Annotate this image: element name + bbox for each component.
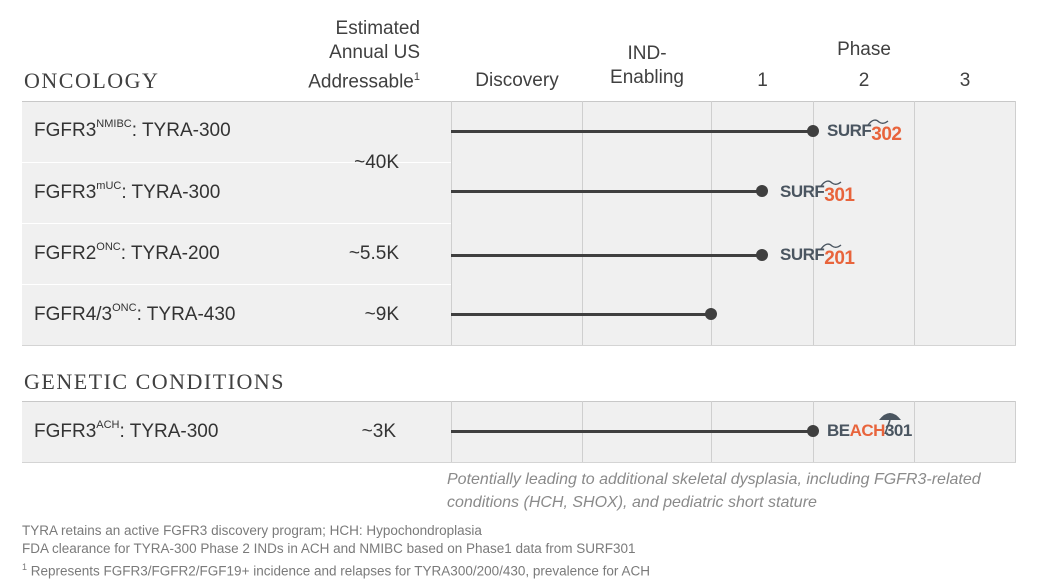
row-label-rest: : TYRA-300 <box>131 120 231 141</box>
row-separator <box>22 284 451 285</box>
row-label-base: FGFR3 <box>34 182 97 203</box>
wave-icon <box>820 243 842 250</box>
header-market-sup: 1 <box>413 71 420 83</box>
trial-logo-prefix: BE <box>827 421 850 440</box>
footnote-fda-clearance: FDA clearance for TYRA-300 Phase 2 INDs … <box>22 541 636 556</box>
row-label-fgfr3-muc: FGFR3mUC: TYRA-300 <box>34 180 221 204</box>
progress-end-dot-fgfr2 <box>756 249 768 261</box>
progress-end-dot-muc <box>756 185 768 197</box>
row-separator <box>22 162 451 163</box>
progress-end-dot-ach <box>807 425 819 437</box>
header-ind: IND- Enabling <box>583 42 711 90</box>
row-label-sup: ONC <box>96 241 121 253</box>
wave-icon <box>867 119 889 126</box>
market-size-tyra300-onc: ~40K <box>354 152 399 173</box>
footnote-marker: 1 <box>22 562 28 572</box>
row-label-base: FGFR2 <box>34 243 97 264</box>
trial-logo-beach301: BEACH301 <box>827 413 912 441</box>
header-ind-line2: Enabling <box>610 67 684 88</box>
genetic-band-bottom <box>22 462 1016 463</box>
progress-bar-fgfr2 <box>451 254 762 257</box>
header-phase-3: 3 <box>959 70 971 91</box>
header-ind-line1: IND- <box>627 43 667 64</box>
row-label-fgfr43-onc: FGFR4/3ONC: TYRA-430 <box>34 302 236 326</box>
column-divider <box>1015 401 1016 462</box>
header-market-line3-wrap: Addressable1 <box>250 65 420 94</box>
wave-icon <box>820 180 842 187</box>
trial-logo-prefix: SURF <box>780 245 825 264</box>
row-label-rest: : TYRA-200 <box>120 243 220 264</box>
trial-logo-middle: ACH <box>849 421 886 440</box>
umbrella-icon <box>879 413 901 434</box>
row-label-sup: ACH <box>96 419 120 431</box>
column-divider <box>1015 101 1016 345</box>
progress-end-dot-nmibc <box>807 125 819 137</box>
trial-logo-surf201: SURF201 <box>780 243 855 269</box>
column-divider <box>711 101 712 345</box>
header-market: Estimated Annual US Addressable1 <box>250 17 420 94</box>
market-size-ach: ~3K <box>361 421 396 442</box>
row-label-base: FGFR4/3 <box>34 304 113 325</box>
column-divider <box>914 401 915 462</box>
row-label-sup: NMIBC <box>96 118 132 130</box>
row-label-rest: : TYRA-430 <box>136 304 236 325</box>
header-phase: Phase <box>837 39 891 60</box>
row-label-rest: : TYRA-300 <box>121 182 221 203</box>
column-divider <box>451 101 452 345</box>
column-divider <box>813 101 814 345</box>
header-phase-2: 2 <box>858 70 870 91</box>
header-discovery: Discovery <box>475 70 559 91</box>
market-size-tyra430: ~9K <box>364 304 399 325</box>
trial-logo-number: 301 <box>884 421 912 440</box>
trial-logo-number: 302 <box>871 124 902 145</box>
trial-logo-number: 201 <box>824 248 855 269</box>
footnote-market-text: Represents FGFR3/FGFR2/FGF19+ incidence … <box>27 563 650 579</box>
progress-bar-nmibc <box>451 130 813 133</box>
row-label-fgfr3-nmibc: FGFR3NMIBC: TYRA-300 <box>34 118 231 142</box>
header-market-line3: Addressable <box>308 71 414 93</box>
row-separator <box>22 223 451 224</box>
row-label-sup: ONC <box>112 302 137 314</box>
header-market-line1: Estimated <box>335 18 420 39</box>
trial-logo-number: 301 <box>824 185 855 206</box>
row-label-fgfr2-onc: FGFR2ONC: TYRA-200 <box>34 241 220 265</box>
header-phase-1: 1 <box>757 70 768 91</box>
section-title-genetic-conditions: GENETIC CONDITIONS <box>24 369 286 394</box>
row-label-base: FGFR3 <box>34 120 97 141</box>
trial-logo-prefix: SURF <box>780 182 825 201</box>
column-divider <box>582 101 583 345</box>
row-label-rest: : TYRA-300 <box>119 421 219 442</box>
progress-bar-fgfr43 <box>451 313 711 316</box>
progress-end-dot-fgfr43 <box>705 308 717 320</box>
footnote-market-definition: 1 Represents FGFR3/FGFR2/FGF19+ incidenc… <box>22 558 650 581</box>
header-market-line2: Annual US <box>329 42 420 63</box>
section-title-oncology: ONCOLOGY <box>24 68 160 93</box>
row-label-base: FGFR3 <box>34 421 97 442</box>
progress-bar-muc <box>451 190 762 193</box>
skeletal-dysplasia-note: Potentially leading to additional skelet… <box>447 471 981 511</box>
trial-logo-surf302: SURF302 <box>827 119 902 145</box>
trial-logo-prefix: SURF <box>827 121 872 140</box>
trial-logo-surf301: SURF301 <box>780 180 855 206</box>
row-label-sup: mUC <box>96 180 122 192</box>
market-size-tyra200: ~5.5K <box>348 243 399 264</box>
column-divider <box>914 101 915 345</box>
progress-bar-ach <box>451 430 813 433</box>
footnote-discovery-program: TYRA retains an active FGFR3 discovery p… <box>22 523 482 538</box>
row-label-fgfr3-ach: FGFR3ACH: TYRA-300 <box>34 419 219 443</box>
oncology-band-bottom <box>22 345 1016 346</box>
